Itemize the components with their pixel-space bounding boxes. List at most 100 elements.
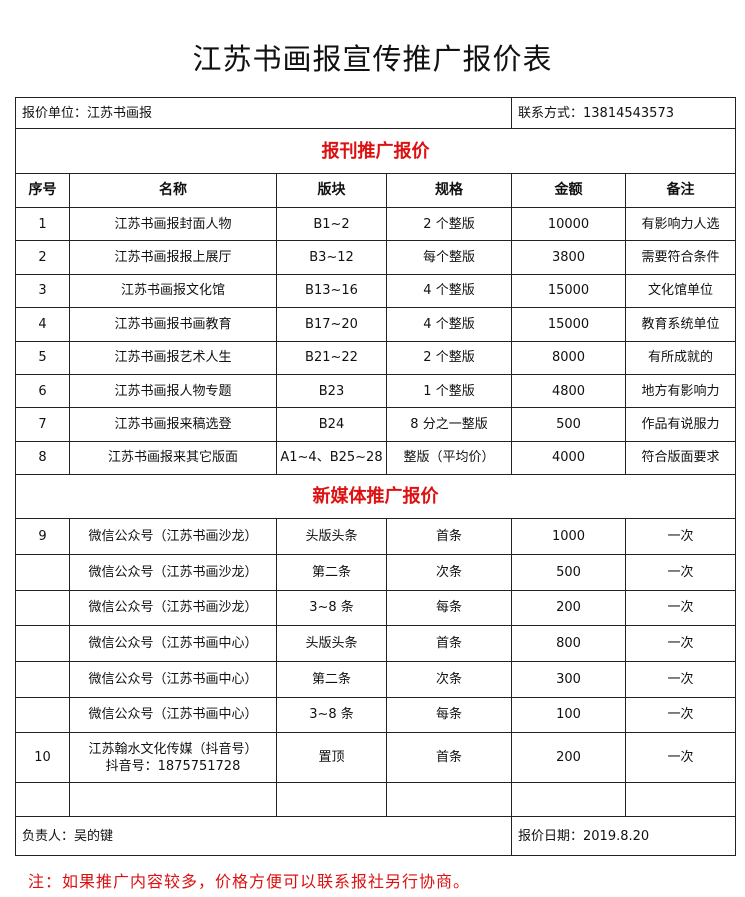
cell: 江苏书画报文化馆 bbox=[69, 273, 277, 309]
column-header: 版块 bbox=[276, 173, 387, 208]
cell: 2 个整版 bbox=[385, 340, 513, 375]
cell: 8000 bbox=[511, 340, 627, 375]
cell bbox=[15, 553, 70, 591]
cell: 有影响力人选 bbox=[625, 206, 737, 242]
cell: 15000 bbox=[511, 273, 627, 309]
cell: 一次 bbox=[625, 660, 737, 698]
table-row: 10 江苏翰水文化传媒（抖音号） 抖音号：1875751728 置顶 首条 200… bbox=[15, 732, 737, 784]
column-header: 规格 bbox=[385, 173, 513, 208]
table-row: 7 江苏书画报来稿选登 B24 8 分之一整版 500 作品有说服力 bbox=[15, 407, 737, 442]
section-media-title: 新媒体推广报价 bbox=[14, 474, 737, 520]
cell: 5 bbox=[15, 340, 70, 375]
cell: B1~2 bbox=[276, 206, 387, 242]
table-row: 微信公众号（江苏书画中心） 第二条 次条 300 一次 bbox=[15, 660, 737, 698]
cell: 10000 bbox=[511, 206, 627, 242]
column-header: 备注 bbox=[625, 173, 737, 208]
cell: 1 bbox=[15, 206, 70, 242]
table-row: 5 江苏书画报艺术人生 B21~22 2 个整版 8000 有所成就的 bbox=[15, 340, 737, 375]
cell: 教育系统单位 bbox=[625, 307, 737, 342]
column-header: 名称 bbox=[69, 173, 277, 208]
cell: 4000 bbox=[511, 440, 627, 476]
cell: 一次 bbox=[625, 518, 737, 555]
cell: 200 bbox=[511, 589, 627, 627]
table-row: 2 江苏书画报报上展厅 B3~12 每个整版 3800 需要符合条件 bbox=[15, 240, 737, 275]
cell: 一次 bbox=[625, 625, 737, 662]
table-row: 微信公众号（江苏书画沙龙） 第二条 次条 500 一次 bbox=[15, 553, 737, 591]
cell: B17~20 bbox=[276, 307, 387, 342]
cell: 一次 bbox=[625, 732, 737, 784]
empty-row bbox=[15, 782, 737, 818]
table-row: 9 微信公众号（江苏书画沙龙） 头版头条 首条 1000 一次 bbox=[15, 518, 737, 555]
cell: 3~8 条 bbox=[276, 696, 387, 734]
table-row: 1 江苏书画报封面人物 B1~2 2 个整版 10000 有影响力人选 bbox=[15, 206, 737, 242]
cell: 江苏书画报来稿选登 bbox=[69, 407, 277, 442]
cell: 整版（平均价） bbox=[385, 440, 513, 476]
douyin-name: 江苏翰水文化传媒（抖音号） bbox=[88, 741, 258, 757]
table-row: 微信公众号（江苏书画中心） 头版头条 首条 800 一次 bbox=[15, 625, 737, 662]
cell: 7 bbox=[15, 407, 70, 442]
cell: 地方有影响力 bbox=[625, 373, 737, 409]
section-print-title: 报刊推广报价 bbox=[14, 128, 737, 174]
cell: 微信公众号（江苏书画中心） bbox=[69, 696, 277, 734]
cell: 头版头条 bbox=[276, 625, 387, 662]
cell: 江苏书画报封面人物 bbox=[69, 206, 277, 242]
cell: 符合版面要求 bbox=[625, 440, 737, 476]
table-row: 微信公众号（江苏书画中心） 3~8 条每条 100 一次 bbox=[15, 696, 737, 734]
cell: 每条 bbox=[385, 696, 513, 734]
cell: 6 bbox=[15, 373, 70, 409]
cell bbox=[15, 696, 70, 734]
cell bbox=[15, 589, 70, 627]
table-row: 4 江苏书画报书画教育 B17~20 4 个整版 15000 教育系统单位 bbox=[15, 307, 737, 342]
cell: 微信公众号（江苏书画沙龙） bbox=[69, 553, 277, 591]
cell bbox=[15, 660, 70, 698]
cell: 200 bbox=[511, 732, 627, 784]
manager: 负责人：吴的键 bbox=[14, 816, 513, 857]
cell: 首条 bbox=[385, 732, 513, 784]
cell: 3 bbox=[15, 273, 70, 309]
cell: 有所成就的 bbox=[625, 340, 737, 375]
cell: 3800 bbox=[511, 240, 627, 275]
cell: 第二条 bbox=[276, 553, 387, 591]
cell: 江苏书画报来其它版面 bbox=[69, 440, 277, 476]
cell: 微信公众号（江苏书画沙龙） bbox=[69, 589, 277, 627]
quote-date: 报价日期：2019.8.20 bbox=[511, 816, 737, 857]
cell: 每个整版 bbox=[385, 240, 513, 275]
cell: B24 bbox=[276, 407, 387, 442]
cell: 一次 bbox=[625, 696, 737, 734]
cell: 次条 bbox=[385, 553, 513, 591]
cell: B3~12 bbox=[276, 240, 387, 275]
cell: 3~8 条 bbox=[276, 589, 387, 627]
cell: 需要符合条件 bbox=[625, 240, 737, 275]
quote-unit: 报价单位：江苏书画报 bbox=[14, 97, 513, 129]
cell: 4 个整版 bbox=[385, 273, 513, 309]
cell: 2 bbox=[15, 240, 70, 275]
cell: 每条 bbox=[385, 589, 513, 627]
cell: 一次 bbox=[625, 553, 737, 591]
cell: 一次 bbox=[625, 589, 737, 627]
page-title: 江苏书画报宣传推广报价表 bbox=[192, 42, 553, 76]
cell: 4800 bbox=[511, 373, 627, 409]
cell: 1000 bbox=[511, 518, 627, 555]
cell: 10 bbox=[15, 732, 70, 784]
cell: 800 bbox=[511, 625, 627, 662]
cell: 置顶 bbox=[276, 732, 387, 784]
column-header: 金额 bbox=[511, 173, 627, 208]
table-row: 6 江苏书画报人物专题 B23 1 个整版 4800 地方有影响力 bbox=[15, 373, 737, 409]
cell: A1~4、B25~28 bbox=[276, 440, 387, 476]
cell: B23 bbox=[276, 373, 387, 409]
cell: 头版头条 bbox=[276, 518, 387, 555]
table-row: 微信公众号（江苏书画沙龙） 3~8 条每条 200 一次 bbox=[15, 589, 737, 627]
cell: 江苏书画报书画教育 bbox=[69, 307, 277, 342]
footnote: 注：如果推广内容较多，价格方便可以联系报社另行协商。 bbox=[28, 872, 471, 891]
cell: 100 bbox=[511, 696, 627, 734]
cell: 4 个整版 bbox=[385, 307, 513, 342]
cell: 江苏书画报报上展厅 bbox=[69, 240, 277, 275]
douyin-id: 抖音号：1875751728 bbox=[105, 758, 241, 774]
cell: 2 个整版 bbox=[385, 206, 513, 242]
cell: 15000 bbox=[511, 307, 627, 342]
table-row: 8 江苏书画报来其它版面 A1~4、B25~28 整版（平均价） 4000 符合版面要求 bbox=[15, 440, 737, 476]
cell: 作品有说服力 bbox=[625, 407, 737, 442]
cell: 8 分之一整版 bbox=[385, 407, 513, 442]
cell: 第二条 bbox=[276, 660, 387, 698]
cell bbox=[15, 625, 70, 662]
